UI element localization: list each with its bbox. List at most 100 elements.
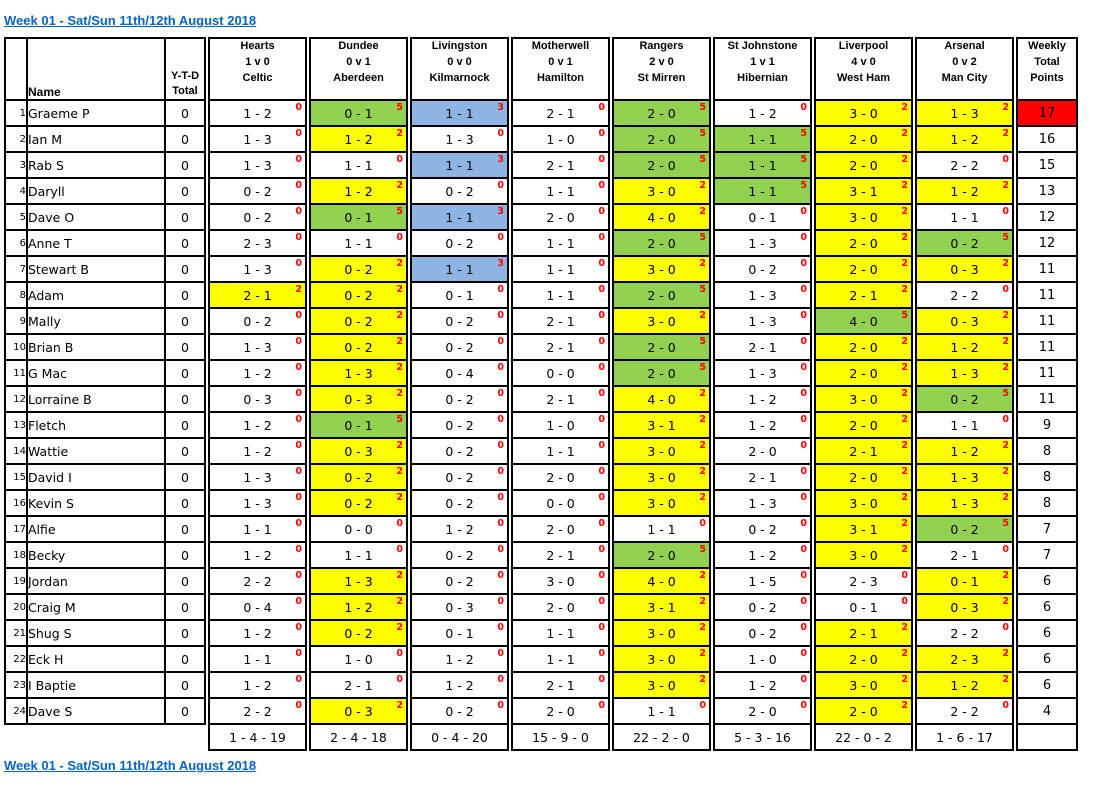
points-badge: 0 <box>598 440 605 451</box>
match-header-4: Motherwell 0 v 1 Hamilton <box>511 37 610 101</box>
column-gap <box>1013 334 1017 360</box>
column-gap <box>710 204 714 230</box>
column-gap <box>306 308 310 334</box>
points-badge: 2 <box>699 648 706 659</box>
column-gap <box>508 38 512 100</box>
points-badge: 5 <box>699 544 706 555</box>
column-gap <box>205 178 209 204</box>
week-title-link-top[interactable]: Week 01 - Sat/Sun 11th/12th August 2018 <box>4 13 257 28</box>
predictions-table: Name Y-T-D Total Hearts 1 v 0 Celtic Dundee 0 v… <box>4 37 1100 751</box>
points-badge: 0 <box>598 206 605 217</box>
column-gap <box>508 100 512 126</box>
points-badge: 0 <box>295 102 302 113</box>
match-header-1: Hearts 1 v 0 Celtic <box>208 37 307 101</box>
week-title-link-bottom[interactable]: Week 01 - Sat/Sun 11th/12th August 2018 <box>4 758 257 773</box>
points-badge: 0 <box>800 310 807 321</box>
points-badge: 2 <box>901 206 908 217</box>
column-gap <box>811 308 815 334</box>
column-gap <box>912 464 916 490</box>
column-gap <box>1013 646 1017 672</box>
points-badge: 2 <box>699 440 706 451</box>
points-badge: 2 <box>699 674 706 685</box>
column-gap <box>912 490 916 516</box>
points-badge: 0 <box>699 700 706 711</box>
points-badge: 2 <box>396 570 403 581</box>
column-gap <box>205 698 209 724</box>
points-badge: 0 <box>497 674 504 685</box>
column-gap <box>609 230 613 256</box>
column-gap <box>407 672 411 698</box>
ytd-cell: 0 <box>164 411 206 439</box>
summary-row: 1 - 4 - 19 2 - 4 - 18 0 - 4 - 20 15 - 9 - 0… <box>5 723 1078 751</box>
column-gap <box>811 256 815 282</box>
points-badge: 0 <box>598 154 605 165</box>
column-gap <box>912 516 916 542</box>
points-badge: 0 <box>598 518 605 529</box>
points-badge: 0 <box>598 492 605 503</box>
column-gap <box>205 282 209 308</box>
points-badge: 2 <box>901 128 908 139</box>
points-badge: 0 <box>800 700 807 711</box>
column-gap <box>508 464 512 490</box>
column-gap <box>306 620 310 646</box>
ytd-cell: 0 <box>164 281 206 309</box>
points-badge: 0 <box>295 648 302 659</box>
points-badge: 3 <box>497 206 504 217</box>
column-gap <box>407 412 411 438</box>
column-gap <box>407 490 411 516</box>
column-gap <box>811 594 815 620</box>
column-gap <box>1013 360 1017 386</box>
column-gap <box>306 490 310 516</box>
column-gap <box>912 412 916 438</box>
column-gap <box>407 568 411 594</box>
points-badge: 5 <box>699 284 706 295</box>
points-badge: 0 <box>295 700 302 711</box>
weekly-total-cell: 8 <box>1016 463 1078 491</box>
points-badge: 0 <box>800 648 807 659</box>
column-gap <box>407 230 411 256</box>
ytd-cell: 0 <box>164 99 206 127</box>
column-gap <box>811 412 815 438</box>
ytd-cell: 0 <box>164 203 206 231</box>
ytd-cell: 0 <box>164 255 206 283</box>
column-gap <box>811 100 815 126</box>
column-gap <box>609 282 613 308</box>
column-gap <box>205 360 209 386</box>
player-name: David I <box>26 463 166 491</box>
column-gap <box>710 594 714 620</box>
column-gap <box>710 178 714 204</box>
points-badge: 5 <box>699 362 706 373</box>
points-badge: 0 <box>1002 206 1009 217</box>
points-badge: 0 <box>497 362 504 373</box>
ytd-cell: 0 <box>164 229 206 257</box>
player-name: Craig M <box>26 593 166 621</box>
points-badge: 0 <box>598 258 605 269</box>
points-badge: 0 <box>598 414 605 425</box>
column-gap <box>710 282 714 308</box>
column-gap <box>609 38 613 100</box>
column-gap <box>710 308 714 334</box>
ytd-cell: 0 <box>164 489 206 517</box>
column-gap <box>508 360 512 386</box>
weekly-total-cell: 17 <box>1016 99 1078 127</box>
column-gap <box>508 490 512 516</box>
points-badge: 3 <box>497 102 504 113</box>
